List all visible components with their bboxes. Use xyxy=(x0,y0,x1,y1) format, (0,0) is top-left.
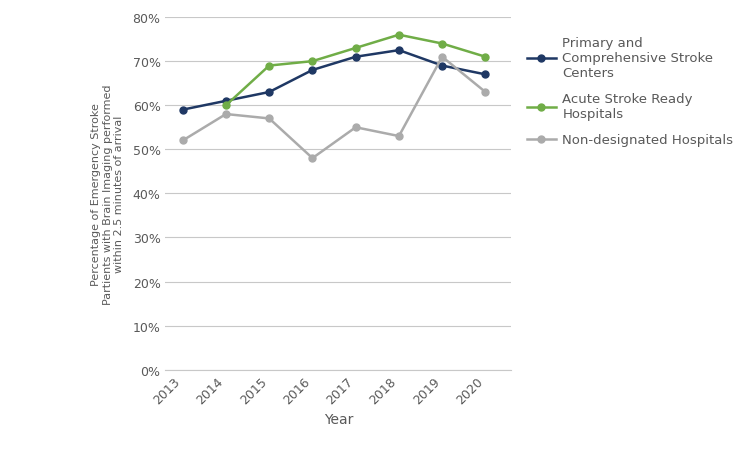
Y-axis label: Percentage of Emergency Stroke
Partients with Brain Imaging performed
within 2.5: Percentage of Emergency Stroke Partients… xyxy=(91,84,124,304)
X-axis label: Year: Year xyxy=(323,412,353,426)
Primary and
Comprehensive Stroke
Centers xyxy=(265,90,274,96)
Line: Acute Stroke Ready
Hospitals: Acute Stroke Ready Hospitals xyxy=(223,32,489,110)
Primary and
Comprehensive Stroke
Centers xyxy=(481,73,490,78)
Primary and
Comprehensive Stroke
Centers xyxy=(395,48,404,54)
Acute Stroke Ready
Hospitals xyxy=(481,55,490,60)
Acute Stroke Ready
Hospitals xyxy=(395,33,404,38)
Primary and
Comprehensive Stroke
Centers xyxy=(351,55,360,60)
Non-designated Hospitals xyxy=(351,125,360,131)
Primary and
Comprehensive Stroke
Centers xyxy=(438,64,447,69)
Acute Stroke Ready
Hospitals xyxy=(351,46,360,51)
Non-designated Hospitals xyxy=(222,112,231,118)
Acute Stroke Ready
Hospitals xyxy=(438,42,447,47)
Non-designated Hospitals xyxy=(481,90,490,96)
Acute Stroke Ready
Hospitals xyxy=(265,64,274,69)
Non-designated Hospitals xyxy=(308,156,317,161)
Line: Primary and
Comprehensive Stroke
Centers: Primary and Comprehensive Stroke Centers xyxy=(179,47,489,114)
Primary and
Comprehensive Stroke
Centers xyxy=(308,68,317,74)
Acute Stroke Ready
Hospitals xyxy=(308,60,317,65)
Legend: Primary and
Comprehensive Stroke
Centers, Acute Stroke Ready
Hospitals, Non-desi: Primary and Comprehensive Stroke Centers… xyxy=(521,32,738,152)
Primary and
Comprehensive Stroke
Centers xyxy=(222,99,231,104)
Non-designated Hospitals xyxy=(438,55,447,60)
Non-designated Hospitals xyxy=(265,116,274,122)
Primary and
Comprehensive Stroke
Centers xyxy=(178,108,187,113)
Line: Non-designated Hospitals: Non-designated Hospitals xyxy=(179,54,489,162)
Non-designated Hospitals xyxy=(395,134,404,139)
Acute Stroke Ready
Hospitals xyxy=(222,103,231,109)
Non-designated Hospitals xyxy=(178,138,187,144)
